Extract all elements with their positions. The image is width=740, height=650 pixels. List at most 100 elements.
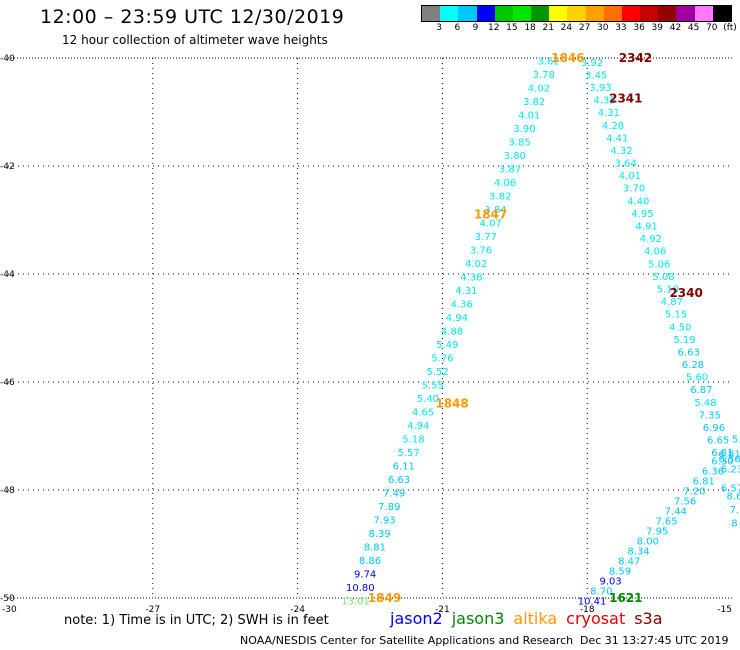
wave-height-label: 3.90 xyxy=(513,124,535,135)
wave-height-label: 4.94 xyxy=(446,313,468,324)
colorbar-swatch xyxy=(512,6,532,21)
wave-height-label: 3.64 xyxy=(615,159,637,170)
wave-height-label: 3.78 xyxy=(533,70,555,81)
footer-note: note: 1) Time is in UTC; 2) SWH is in fe… xyxy=(64,613,329,628)
wave-height-label: 4.92 xyxy=(640,234,662,245)
wave-height-label: 3.82 xyxy=(489,192,511,203)
wave-height-label: 4.31 xyxy=(598,108,620,119)
wave-height-label: 4.06 xyxy=(494,178,516,189)
wave-height-label: 7.95 xyxy=(646,527,668,538)
wave-height-label: 5.18 xyxy=(402,435,424,446)
colorbar-swatch xyxy=(440,6,459,21)
wave-height-label: 5.57 xyxy=(397,448,419,459)
colorbar-label: 33 xyxy=(615,23,627,33)
wave-height-label: 8.6 xyxy=(726,491,740,502)
wave-height-label: 5. xyxy=(732,435,740,446)
colorbar-swatch xyxy=(476,6,495,21)
wave-height-label: 4.35 xyxy=(594,96,616,107)
wave-height-label: 4.87 xyxy=(661,297,683,308)
wave-height-label: 4.38 xyxy=(460,273,482,284)
wave-height-label: 4.07 xyxy=(480,219,502,230)
wave-height-label: 6.57 xyxy=(721,483,740,494)
wave-height-label: 7.65 xyxy=(655,516,677,527)
colorbar-label: 3 xyxy=(436,23,443,33)
colorbar-swatch xyxy=(458,6,477,21)
longitude-tick-label: -30 xyxy=(2,605,17,615)
wave-height-label: 6.65 xyxy=(707,436,729,447)
wave-height-label: 5.06 xyxy=(648,259,670,270)
longitude-tick-label: -15 xyxy=(717,605,732,615)
wave-height-label: 4.65 xyxy=(412,408,434,419)
colorbar-swatch xyxy=(494,6,513,21)
colorbar-labels: 3 6 9 12 15 18 21 24 27 30 33 36 39 42 45 70 (ft) xyxy=(421,23,736,35)
wave-height-label: 5.19 xyxy=(673,335,695,346)
colorbar-swatch xyxy=(712,6,731,21)
colorbar-swatch xyxy=(585,6,604,21)
wave-height-label: 4.31 xyxy=(455,286,477,297)
wave-height-label: 3.62 xyxy=(537,57,559,68)
wave-height-label: 7.35 xyxy=(699,410,721,421)
wave-height-label: 8.70 xyxy=(590,587,612,598)
wave-height-label: 6.81 xyxy=(693,476,715,487)
pass-time-label: 1846 xyxy=(551,51,584,65)
wave-height-label: 9.74 xyxy=(354,570,376,581)
wave-height-label: 4.40 xyxy=(627,196,649,207)
wave-height-label: 9.03 xyxy=(600,577,622,588)
satellite-legend: jason2 jason3 altika cryosat s3a xyxy=(390,609,672,628)
wave-height-label: 4.95 xyxy=(631,209,653,220)
wave-height-label: 6.56 xyxy=(718,455,740,466)
wave-height-label: 4.02 xyxy=(528,84,550,95)
wave-height-label: 3.70 xyxy=(623,184,645,195)
colorbar-label: 36 xyxy=(633,23,645,33)
wave-height-label: 5.10 xyxy=(657,284,679,295)
pass-time-label: 1621 xyxy=(609,591,642,605)
wave-height-label: 3.92 xyxy=(581,58,603,69)
wave-height-label: 4.94 xyxy=(407,421,429,432)
wave-height-label: 7.49 xyxy=(383,489,405,500)
wave-height-label: 8.81 xyxy=(364,543,386,554)
longitude-tick-label: -21 xyxy=(435,605,450,615)
colorbar-label: 39 xyxy=(651,23,664,33)
wave-height-label: 3.76 xyxy=(470,246,492,257)
pass-time-label: 2340 xyxy=(669,286,702,300)
credit-line: NOAA/NESDIS Center for Satellite Applica… xyxy=(240,634,574,647)
latitude-tick-label: -40 xyxy=(0,54,15,64)
wave-height-label: 5.60 xyxy=(686,373,708,384)
colorbar-swatch xyxy=(621,6,641,21)
wave-height-label: 6.81 xyxy=(711,448,733,459)
colorbar-label: (ft) xyxy=(723,23,737,33)
pass-time-label: 2341 xyxy=(609,92,642,106)
colorbar-label: 6 xyxy=(454,23,461,33)
wave-height-label: 7.44 xyxy=(665,506,687,517)
latitude-tick-label: -44 xyxy=(0,270,15,280)
wave-height-label: 10.41 xyxy=(578,597,607,608)
pass-time-label: 1848 xyxy=(435,397,468,411)
wave-height-label: 5.52 xyxy=(426,367,448,378)
colorbar-label: 9 xyxy=(472,23,479,33)
legend-jason3: jason3 xyxy=(451,609,505,628)
wave-height-label: 6.63 xyxy=(388,475,410,486)
wave-height-label: 7. xyxy=(730,505,740,516)
wave-height-label: 4.36 xyxy=(451,300,473,311)
colorbar xyxy=(421,5,732,22)
wave-height-label: 6.36 xyxy=(702,466,724,477)
wave-height-label: 4.91 xyxy=(636,222,658,233)
colorbar-swatch xyxy=(549,6,568,21)
wave-height-label: 6.81 xyxy=(718,449,740,460)
wave-height-label: 6.11 xyxy=(393,462,415,473)
wave-height-label: 5.15 xyxy=(665,310,687,321)
longitude-tick-label: -27 xyxy=(145,605,160,615)
wave-height-label: 3.45 xyxy=(585,70,607,81)
wave-height-label: 6.28 xyxy=(682,360,704,371)
pass-time-label: 2342 xyxy=(619,51,652,65)
wave-height-label: 3.93 xyxy=(589,83,611,94)
wave-height-label: 5.49 xyxy=(436,340,458,351)
latitude-tick-label: -50 xyxy=(0,594,15,604)
wave-height-label: 4.01 xyxy=(518,111,540,122)
longitude-tick-label: -24 xyxy=(290,605,305,615)
wave-height-label: 5.48 xyxy=(694,398,716,409)
wave-height-label: 5.76 xyxy=(431,354,453,365)
colorbar-swatch xyxy=(658,6,677,21)
latitude-tick-label: -46 xyxy=(0,378,15,388)
wave-height-label: 3.85 xyxy=(508,138,530,149)
